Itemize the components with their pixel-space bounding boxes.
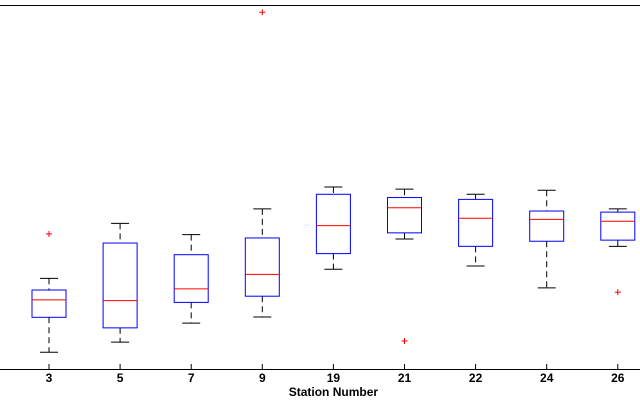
x-axis-title: Station Number xyxy=(289,385,379,399)
outlier-marker xyxy=(614,289,621,296)
box-group-station-3 xyxy=(31,230,67,353)
box-iqr xyxy=(244,237,280,297)
x-tick-label: 7 xyxy=(188,371,195,385)
box-iqr xyxy=(31,289,67,318)
x-tick-label: 26 xyxy=(611,371,625,385)
box-group-station-24 xyxy=(529,189,565,289)
box-iqr xyxy=(387,197,422,234)
x-tick-label: 24 xyxy=(540,371,554,385)
x-tick-label: 22 xyxy=(469,371,483,385)
box-group-station-5 xyxy=(102,222,138,343)
box-group-station-19 xyxy=(315,186,351,270)
box-iqr xyxy=(173,254,209,303)
box-group-station-22 xyxy=(458,193,494,267)
box-iqr xyxy=(458,198,494,247)
box-group-station-26 xyxy=(600,208,636,296)
outlier-marker xyxy=(401,337,408,344)
box-iqr xyxy=(529,210,565,242)
x-tick-label: 21 xyxy=(398,371,412,385)
box-group-station-9 xyxy=(244,9,280,318)
box-iqr xyxy=(102,242,138,329)
x-tick-label: 5 xyxy=(117,371,124,385)
box-group-station-21 xyxy=(387,188,422,344)
box-iqr xyxy=(600,211,636,241)
box-iqr xyxy=(315,193,351,255)
x-ticks-group: 3 5 7 9 19 21 22 24 26 xyxy=(46,364,625,385)
outlier-marker xyxy=(46,230,52,237)
x-tick-label: 19 xyxy=(327,371,341,385)
boxes-group xyxy=(31,9,636,353)
box-group-station-7 xyxy=(173,234,209,324)
x-tick-label: 3 xyxy=(46,371,53,385)
outlier-marker xyxy=(259,9,266,16)
x-tick-label: 9 xyxy=(259,371,266,385)
